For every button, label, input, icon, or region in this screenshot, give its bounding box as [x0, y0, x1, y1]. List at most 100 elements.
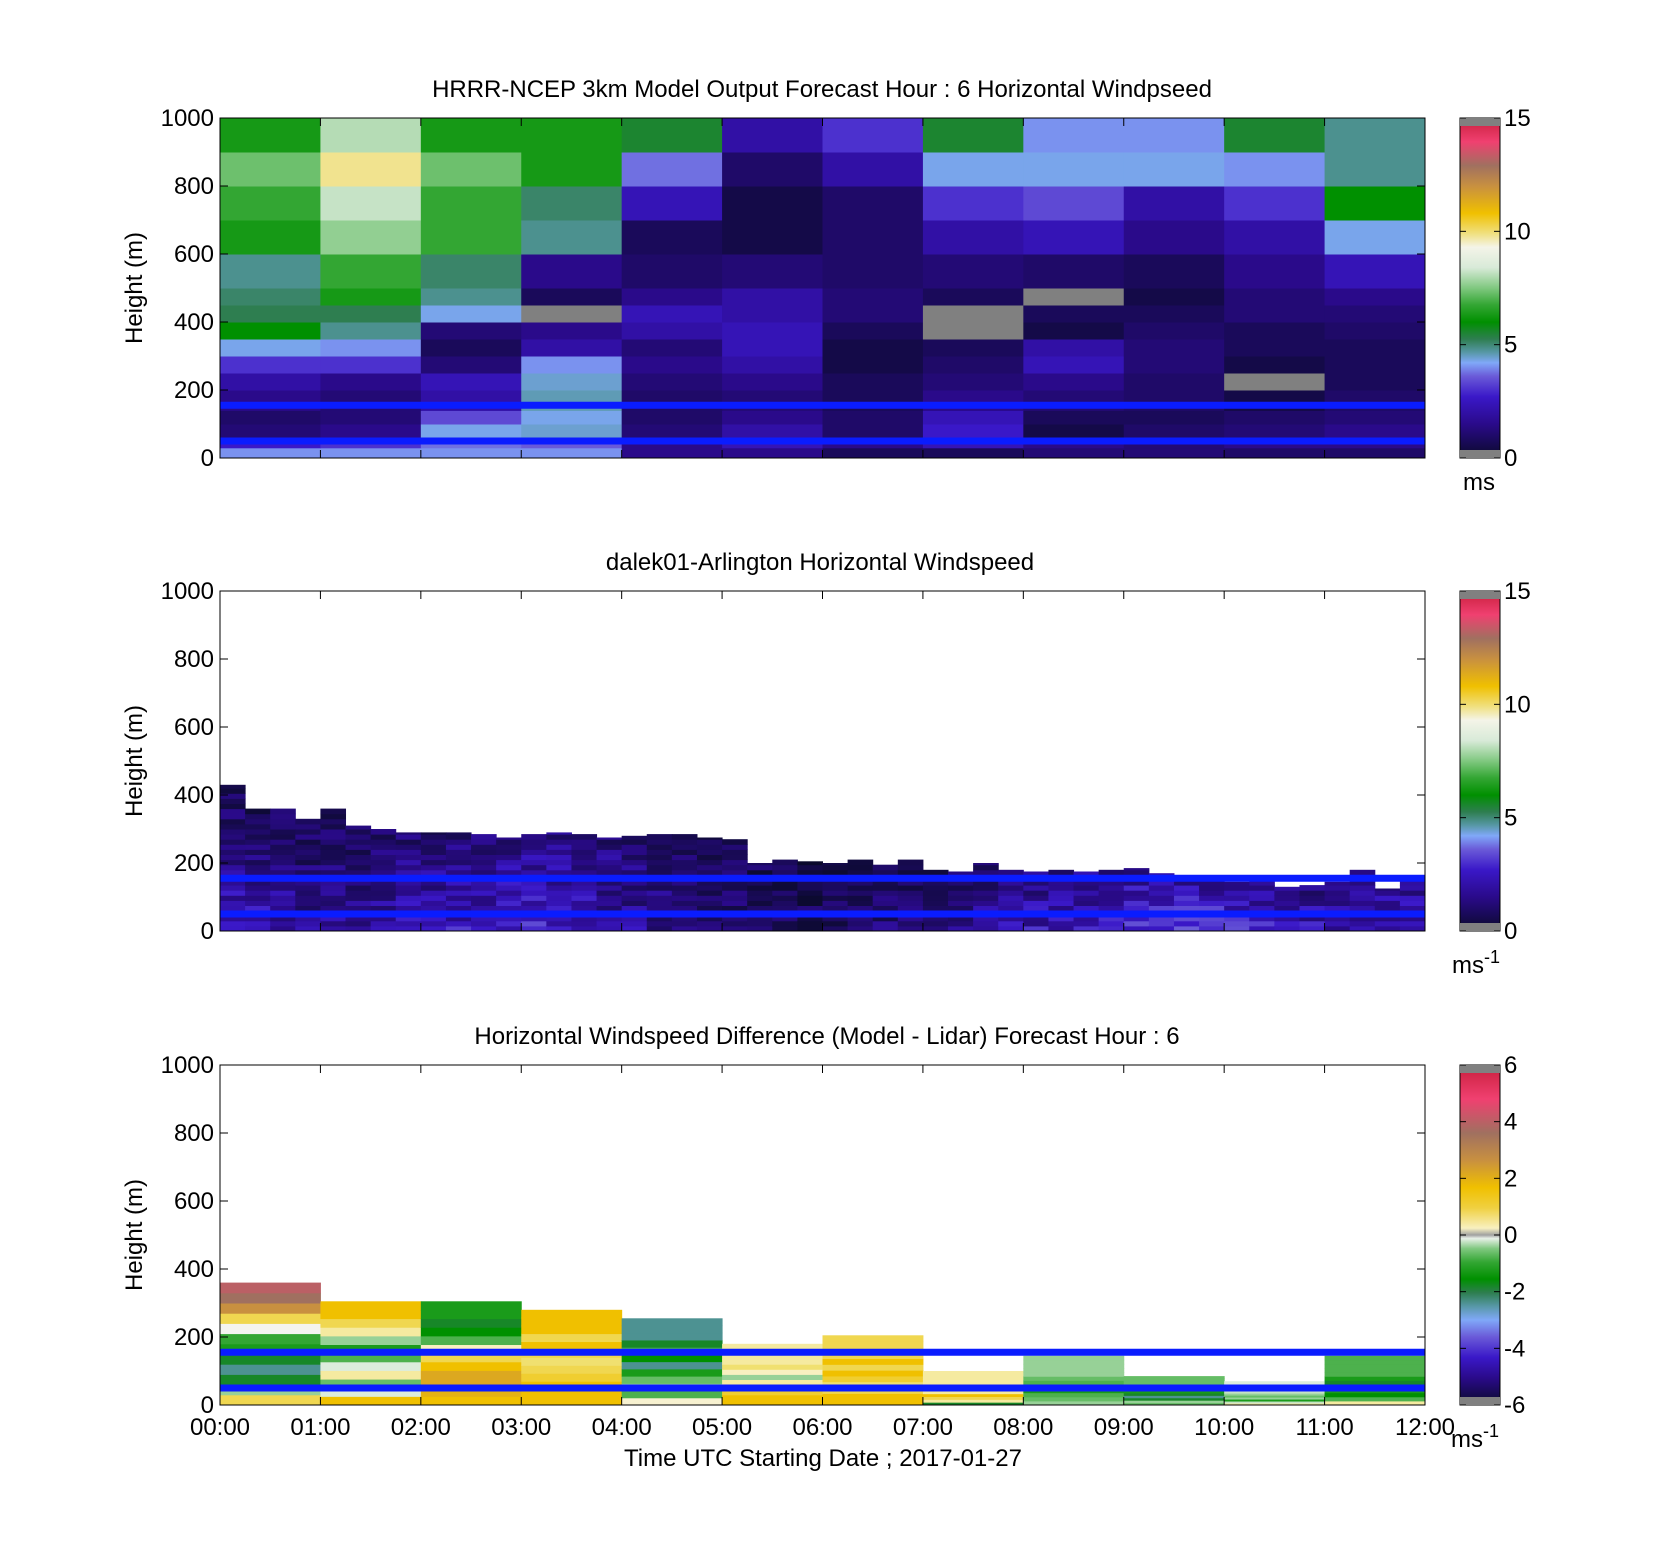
heatmap-cell	[646, 895, 673, 901]
y-tick-label: 1000	[161, 1052, 214, 1079]
heatmap-cell	[521, 1357, 623, 1366]
heatmap-cell	[671, 859, 698, 866]
heatmap-cell	[1249, 925, 1275, 931]
heatmap-cell	[646, 915, 673, 922]
heatmap-cell	[1399, 920, 1425, 927]
heatmap-cell	[872, 925, 899, 931]
heatmap-cell	[621, 1332, 723, 1341]
heatmap-cell	[797, 890, 823, 896]
heatmap-cell	[1073, 915, 1100, 922]
heatmap-cell	[220, 788, 246, 794]
heatmap-cell	[295, 829, 321, 835]
heatmap-cell	[1224, 1395, 1326, 1398]
heatmap-cell	[270, 900, 296, 906]
heatmap-cell	[847, 880, 874, 886]
heatmap-cell	[295, 895, 321, 901]
heatmap-cell	[1324, 1355, 1425, 1361]
heatmap-cell	[220, 1282, 321, 1294]
heatmap-cell	[621, 1397, 723, 1405]
heatmap-cell	[320, 339, 422, 357]
figure-xlabel: Time UTC Starting Date ; 2017-01-27	[624, 1445, 1022, 1472]
heatmap-cell	[621, 880, 648, 886]
heatmap-cell	[445, 832, 472, 835]
heatmap-cell	[897, 869, 924, 876]
colorbar-tick-label: 5	[1504, 805, 1517, 832]
heatmap-cell	[521, 118, 623, 153]
heatmap-cell	[1023, 1380, 1125, 1385]
heatmap-cell	[722, 447, 823, 458]
heatmap-cell	[1048, 869, 1075, 876]
colorbar-tick-label: 0	[1504, 445, 1517, 472]
panel-lidar: dalek01-Arlington Horizontal Windspeed 0…	[121, 549, 1531, 979]
heatmap-cell	[220, 813, 246, 820]
heatmap-cell	[521, 844, 547, 850]
heatmap-cell	[747, 900, 773, 906]
heatmap-cell	[772, 900, 798, 906]
heatmap-cell	[621, 1325, 723, 1334]
x-tick-label: 10:00	[1194, 1414, 1254, 1441]
heatmap-cell	[722, 1374, 823, 1380]
heatmap-cell	[295, 915, 321, 922]
heatmap-cell	[1073, 890, 1100, 896]
heatmap-cell	[696, 849, 723, 855]
heatmap-cell	[445, 885, 472, 891]
heatmap-cell	[445, 915, 472, 922]
heatmap-cell	[973, 880, 999, 886]
heatmap-cell	[822, 920, 849, 927]
heatmap-cell	[370, 890, 397, 896]
heatmap-cell	[571, 839, 598, 845]
heatmap-cell	[1023, 322, 1125, 340]
heatmap-cell	[220, 803, 246, 810]
heatmap-cell	[722, 1389, 823, 1396]
heatmap-cell	[445, 844, 472, 850]
heatmap-cell	[220, 915, 246, 922]
heatmap-cell	[722, 1379, 823, 1386]
heatmap-cell	[571, 864, 598, 871]
heatmap-cell	[1123, 885, 1150, 891]
heatmap-cell	[621, 885, 648, 891]
heatmap-cell	[1073, 925, 1100, 931]
heatmap-cell	[822, 905, 849, 912]
heatmap-cell	[1023, 880, 1049, 886]
heatmap-cell	[922, 1379, 1024, 1383]
heatmap-cell	[1249, 890, 1275, 896]
heatmap-cell	[822, 1393, 924, 1400]
heatmap-cell	[370, 854, 397, 861]
heatmap-cell	[395, 832, 422, 835]
heatmap-cell	[797, 885, 823, 891]
heatmap-cell	[571, 890, 598, 896]
heatmap-cell	[1324, 885, 1351, 891]
x-tick-label: 02:00	[391, 1414, 451, 1441]
heatmap-cell	[320, 920, 347, 927]
heatmap-cell	[1324, 305, 1425, 323]
heatmap-cell	[872, 869, 899, 876]
heatmap-cell	[922, 1376, 1024, 1380]
heatmap-cell	[521, 885, 547, 891]
heatmap-cell	[420, 1396, 522, 1405]
heatmap-cell	[772, 905, 798, 912]
heatmap-cell	[1324, 254, 1425, 289]
heatmap-cell	[973, 890, 999, 896]
heatmap-cell	[621, 849, 648, 855]
heatmap-cell	[1324, 1359, 1425, 1365]
heatmap-cell	[370, 839, 397, 845]
heatmap-cell	[320, 1318, 422, 1328]
heatmap-cell	[1023, 1359, 1125, 1365]
heatmap-cell	[420, 885, 447, 891]
heatmap-cell	[1023, 254, 1125, 289]
heatmap-cell	[1324, 186, 1425, 221]
heatmap-cell	[320, 859, 347, 866]
heatmap-cell	[496, 880, 522, 886]
heatmap-cell	[445, 895, 472, 901]
heatmap-cell	[621, 410, 723, 425]
heatmap-cell	[295, 890, 321, 896]
panel-difference-colorbar-ticks: -6 -4 -2 0 2 4 6	[1460, 1052, 1525, 1419]
heatmap-cell	[220, 890, 246, 896]
heatmap-cell	[722, 920, 748, 927]
heatmap-cell	[521, 859, 547, 866]
heatmap-cell	[1324, 118, 1425, 153]
heatmap-cell	[320, 322, 422, 340]
heatmap-cell	[370, 900, 397, 906]
heatmap-cell	[696, 905, 723, 912]
heatmap-cell	[722, 186, 823, 221]
